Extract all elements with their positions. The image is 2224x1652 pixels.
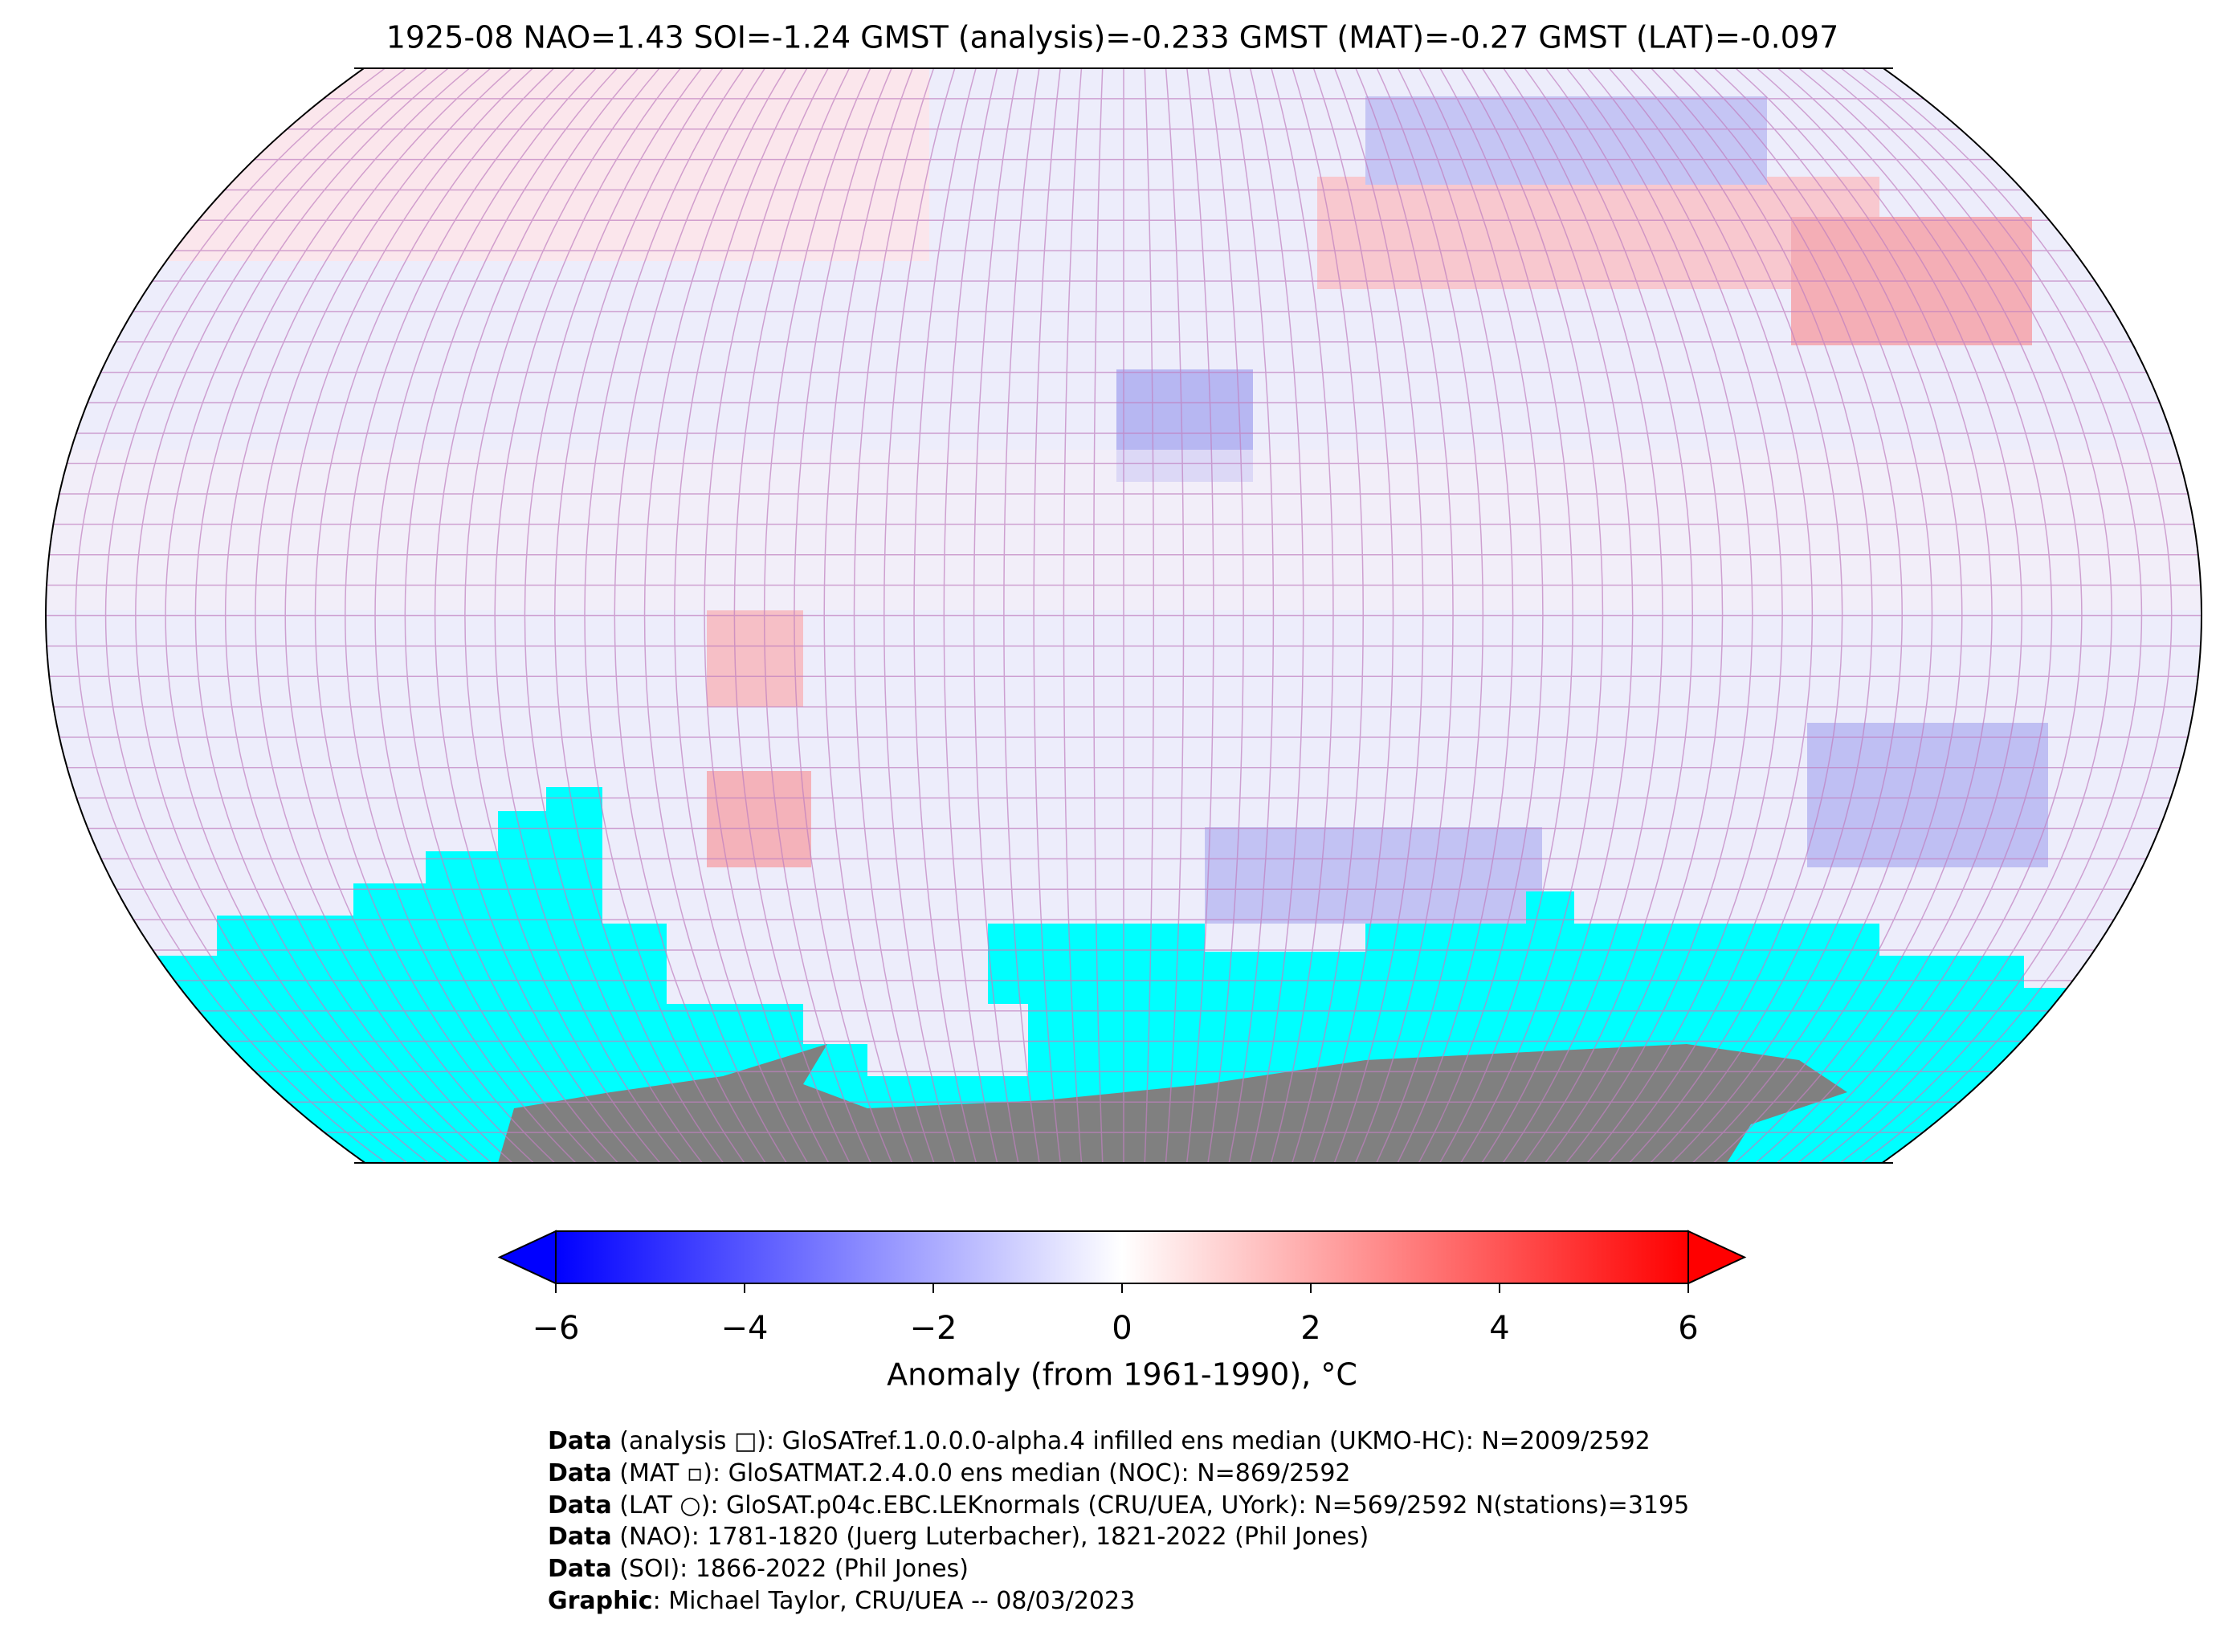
footer-bold: Data — [548, 1427, 612, 1455]
meridian — [763, 68, 1484, 1163]
meridian — [165, 68, 2083, 1163]
colorbar-extend-high — [1687, 1230, 1747, 1285]
meridian — [943, 68, 1304, 1163]
meridian — [794, 68, 1454, 1163]
colorbar-tick-label: 0 — [1112, 1310, 1132, 1347]
colorbar-tick-label: −2 — [910, 1310, 957, 1347]
meridian — [553, 68, 1694, 1163]
footer-bold: Data — [548, 1491, 612, 1519]
colorbar-extend-low — [497, 1230, 557, 1285]
meridian — [345, 68, 1903, 1163]
meridian — [584, 68, 1663, 1163]
map-outline — [45, 68, 2202, 1163]
meridian — [1003, 68, 1244, 1163]
meridian — [404, 68, 1843, 1163]
meridian — [733, 68, 1514, 1163]
footer-bold: Data — [548, 1459, 612, 1487]
meridian — [374, 68, 1873, 1163]
colorbar-tick-label: 4 — [1489, 1310, 1509, 1347]
meridian — [823, 68, 1424, 1163]
cool-patch — [1205, 827, 1542, 924]
meridian — [883, 68, 1364, 1163]
colorbar-tick-label: 2 — [1300, 1310, 1320, 1347]
footer-bold: Data — [548, 1523, 612, 1551]
colorbar-label: Anomaly (from 1961-1990), °C — [887, 1357, 1357, 1393]
meridian — [1033, 68, 1214, 1163]
meridian — [1092, 68, 1155, 1163]
warm-patch — [46, 68, 929, 261]
footer-line: Graphic: Michael Taylor, CRU/UEA -- 08/0… — [548, 1587, 1135, 1615]
colorbar-tick-label: −4 — [721, 1310, 769, 1347]
meridian — [643, 68, 1604, 1163]
footer-line: Data (analysis □): GloSATref.1.0.0.0-alp… — [548, 1427, 1651, 1455]
footer-text: (analysis □): GloSATref.1.0.0.0-alpha.4 … — [612, 1427, 1651, 1455]
meridian — [314, 68, 1933, 1163]
meridian — [104, 68, 2143, 1163]
footer-text: : Michael Taylor, CRU/UEA -- 08/03/2023 — [653, 1587, 1136, 1615]
footer-line: Data (NAO): 1781-1820 (Juerg Luterbacher… — [548, 1523, 1369, 1551]
title: 1925-08 NAO=1.43 SOI=-1.24 GMST (analysi… — [386, 20, 1839, 55]
map — [46, 68, 2202, 1163]
colorbar — [555, 1230, 1689, 1284]
colorbar-tick-label: −6 — [533, 1310, 580, 1347]
cool-patch — [1365, 96, 1767, 185]
meridian — [284, 68, 1963, 1163]
footer-text: (NAO): 1781-1820 (Juerg Luterbacher), 18… — [612, 1523, 1369, 1551]
meridian — [224, 68, 2023, 1163]
warm-patch — [707, 771, 811, 867]
meridian — [194, 68, 2053, 1163]
footer-text: (LAT ○): GloSAT.p04c.EBC.LEKnormals (CRU… — [612, 1491, 1689, 1519]
colorbar-tick-label: 6 — [1678, 1310, 1698, 1347]
warm-patch — [1317, 177, 1879, 289]
meridian — [1063, 68, 1185, 1163]
footer-line: Data (MAT ▫): GloSATMAT.2.4.0.0 ens medi… — [548, 1459, 1351, 1487]
meridian — [674, 68, 1573, 1163]
warm-patch — [707, 610, 803, 707]
meridian — [494, 68, 1753, 1163]
footer-text: (MAT ▫): GloSATMAT.2.4.0.0 ens median (N… — [612, 1459, 1351, 1487]
footer-bold: Data — [548, 1555, 612, 1583]
footer-line: Data (LAT ○): GloSAT.p04c.EBC.LEKnormals… — [548, 1491, 1689, 1519]
meridian — [913, 68, 1334, 1163]
footer-line: Data (SOI): 1866-2022 (Phil Jones) — [548, 1555, 969, 1583]
meridian — [434, 68, 1814, 1163]
footer-bold: Graphic — [548, 1587, 653, 1615]
meridian — [75, 68, 2173, 1163]
meridian — [704, 68, 1544, 1163]
meridian — [464, 68, 1783, 1163]
cool-patch — [1807, 723, 2048, 867]
footer-text: (SOI): 1866-2022 (Phil Jones) — [612, 1555, 969, 1583]
meridian — [255, 68, 1993, 1163]
meridian — [614, 68, 1634, 1163]
meridian — [853, 68, 1394, 1163]
meridian — [973, 68, 1275, 1163]
meridian — [524, 68, 1724, 1163]
meridian — [135, 68, 2112, 1163]
